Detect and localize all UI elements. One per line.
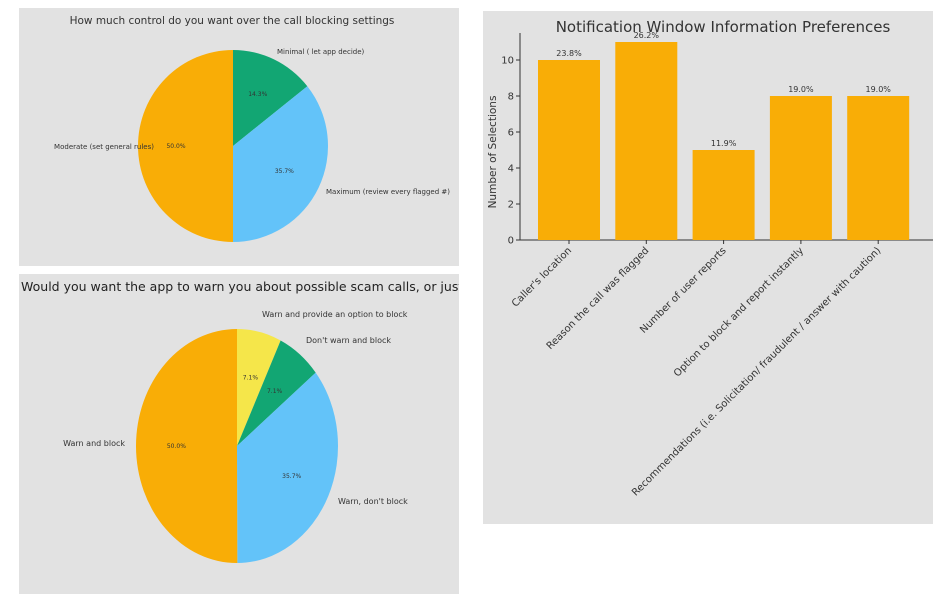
chart-title: How much control do you want over the ca… — [70, 15, 395, 27]
pie-slice — [138, 50, 233, 242]
bar — [538, 60, 600, 240]
bar — [692, 150, 755, 240]
pie-slice — [237, 340, 316, 446]
bar-data-label: 23.8% — [556, 49, 582, 58]
slice-category-label: Warn, don't block — [338, 497, 408, 506]
slice-category-label: Don't warn and block — [306, 336, 391, 345]
slice-category-label: Warn and block — [63, 439, 125, 448]
x-tick-label: Caller's location — [510, 245, 574, 309]
y-tick-label: 0 — [508, 236, 514, 247]
pie-chart-warn-or-block: Would you want the app to warn you about… — [19, 274, 459, 594]
x-tick-label: Number of user reports — [638, 245, 728, 335]
pie-slices — [135, 329, 338, 563]
slice-percent-label: 50.0% — [166, 143, 185, 150]
bar — [615, 42, 678, 240]
pie-chart-warn-or-block-svg: Would you want the app to warn you about… — [21, 279, 459, 563]
bar-chart-svg: Notification Window Information Preferen… — [487, 18, 933, 499]
y-tick-label: 10 — [501, 56, 514, 67]
x-tick-label: Option to block and report instantly — [672, 245, 806, 379]
bar-data-label: 19.0% — [865, 85, 891, 94]
slice-category-label: Moderate (set general rules) — [54, 143, 154, 151]
pie-slice — [135, 329, 238, 563]
y-tick-label: 2 — [508, 200, 514, 211]
pie-slice — [233, 50, 308, 146]
pie-slice — [233, 86, 328, 242]
slice-category-label: Warn and provide an option to block — [262, 310, 408, 319]
bar — [769, 96, 832, 240]
slice-percent-label: 35.7% — [282, 473, 301, 480]
slice-percent-label: 7.1% — [243, 375, 259, 382]
slice-percent-label: 50.0% — [167, 443, 186, 450]
slice-percent-label: 14.3% — [248, 91, 267, 98]
y-axis-label: Number of Selections — [487, 96, 499, 209]
pie-labels: 14.3% Minimal ( let app decide) 35.7% Maxim… — [54, 48, 450, 196]
y-tick-label: 4 — [508, 164, 514, 175]
chart-title: Would you want the app to warn you about… — [21, 279, 459, 294]
bar-data-label: 26.2% — [634, 31, 660, 40]
bar — [847, 96, 910, 240]
bars — [538, 42, 910, 240]
pie-labels: 7.1% Warn and provide an option to block 7… — [63, 310, 408, 506]
y-tick-label: 6 — [508, 128, 514, 139]
x-tick-label: Recommendations (i.e. Solicitation/ frau… — [630, 245, 883, 498]
slice-percent-label: 7.1% — [267, 388, 283, 395]
pie-slice — [237, 329, 281, 446]
pie-slices — [138, 50, 328, 242]
bar-data-label: 11.9% — [711, 139, 737, 148]
pie-slice — [237, 372, 338, 563]
slice-percent-label: 35.7% — [275, 168, 294, 175]
bar-data-label: 19.0% — [788, 85, 814, 94]
chart-title: Notification Window Information Preferen… — [556, 18, 891, 36]
bar-chart-notification-preferences: Notification Window Information Preferen… — [483, 11, 933, 524]
pie-chart-call-control-svg: How much control do you want over the ca… — [54, 15, 450, 242]
slice-category-label: Maximum (review every flagged #) — [326, 188, 450, 196]
pie-chart-call-control: How much control do you want over the ca… — [19, 8, 459, 266]
y-tick-label: 8 — [508, 92, 514, 103]
bar-data-labels: 23.8% 26.2% 11.9% 19.0% 19.0% — [556, 31, 891, 148]
slice-category-label: Minimal ( let app decide) — [277, 48, 365, 56]
